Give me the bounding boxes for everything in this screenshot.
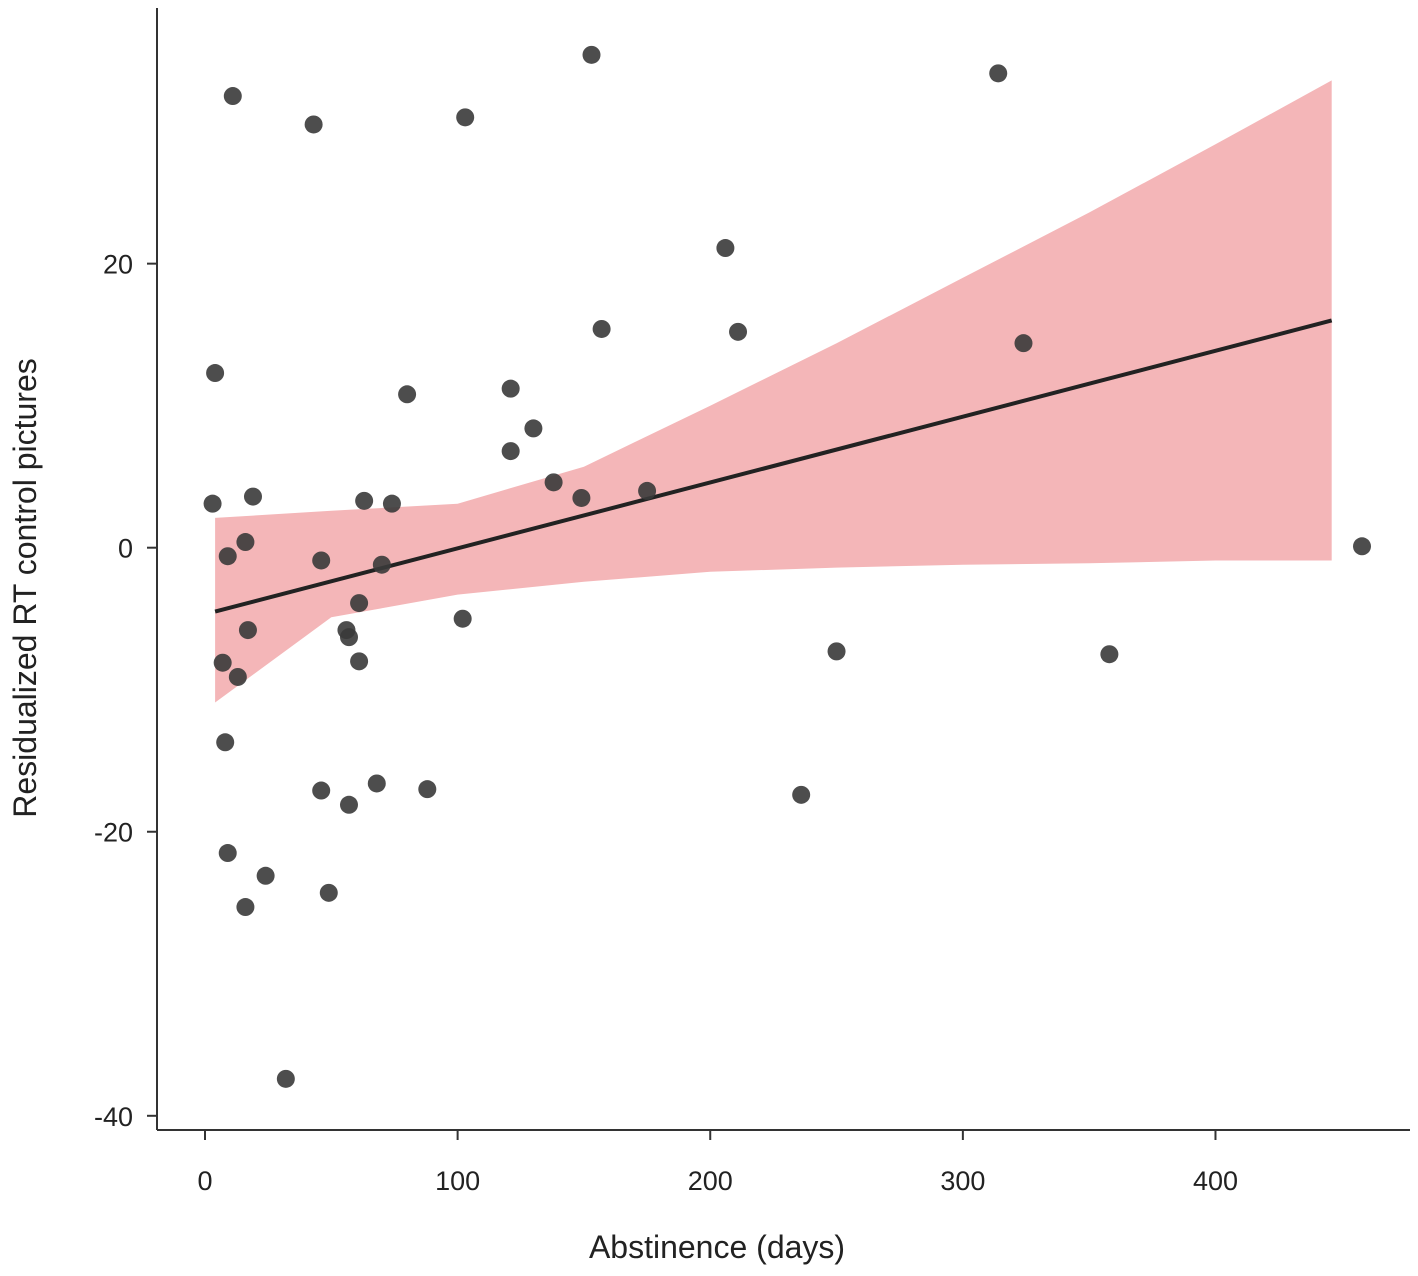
data-point [792, 785, 811, 804]
axes-layer: 0 100 200 300 400 -40 -20 0 20 [94, 8, 1410, 1196]
data-point [827, 642, 846, 661]
data-point [501, 379, 520, 398]
data-point [989, 64, 1008, 83]
fit-line-layer [214, 318, 1333, 614]
data-point [238, 621, 257, 640]
x-tick-label: 0 [197, 1166, 212, 1196]
data-point [216, 733, 235, 752]
data-point [572, 488, 591, 507]
data-point [339, 628, 358, 647]
data-point [729, 322, 748, 341]
confidence-band [215, 80, 1332, 703]
x-tick-label: 200 [688, 1166, 733, 1196]
data-point [582, 45, 601, 64]
data-point [544, 473, 563, 492]
data-point [243, 487, 262, 506]
data-point [501, 442, 520, 461]
data-point [367, 774, 386, 793]
data-point [350, 594, 369, 613]
regression-line [214, 318, 1333, 614]
data-point [355, 491, 374, 510]
data-point [236, 898, 255, 917]
x-tick-label: 300 [940, 1166, 985, 1196]
data-point [218, 844, 237, 863]
data-point [276, 1069, 295, 1088]
data-point [350, 652, 369, 671]
y-tick-label: 20 [103, 250, 133, 280]
data-point [592, 319, 611, 338]
data-point [256, 866, 275, 885]
data-point [456, 108, 475, 127]
data-point [339, 795, 358, 814]
y-tick-label: -40 [94, 1102, 133, 1132]
data-point [372, 555, 391, 574]
data-point [319, 883, 338, 902]
data-point [1353, 537, 1372, 556]
data-point [638, 481, 657, 500]
data-point [218, 547, 237, 566]
confidence-band-layer [215, 80, 1332, 703]
data-point [524, 419, 543, 438]
x-tick-label: 100 [435, 1166, 480, 1196]
data-points-layer [203, 45, 1372, 1088]
data-point [716, 239, 735, 258]
y-tick-label: -20 [94, 818, 133, 848]
data-point [304, 115, 323, 134]
data-point [223, 87, 242, 106]
data-point [382, 494, 401, 513]
data-point [1100, 645, 1119, 664]
data-point [418, 780, 437, 799]
y-axis-title: Residualized RT control pictures [7, 358, 43, 817]
x-tick-label: 400 [1193, 1166, 1238, 1196]
data-point [213, 653, 232, 672]
data-point [228, 667, 247, 686]
data-point [453, 609, 472, 628]
data-point [312, 781, 331, 800]
data-point [312, 551, 331, 570]
data-point [236, 533, 255, 552]
data-point [398, 385, 417, 404]
data-point [203, 494, 222, 513]
data-point [206, 364, 225, 383]
data-point [1014, 334, 1033, 353]
y-tick-label: 0 [118, 534, 133, 564]
x-axis-title: Abstinence (days) [589, 1229, 845, 1265]
